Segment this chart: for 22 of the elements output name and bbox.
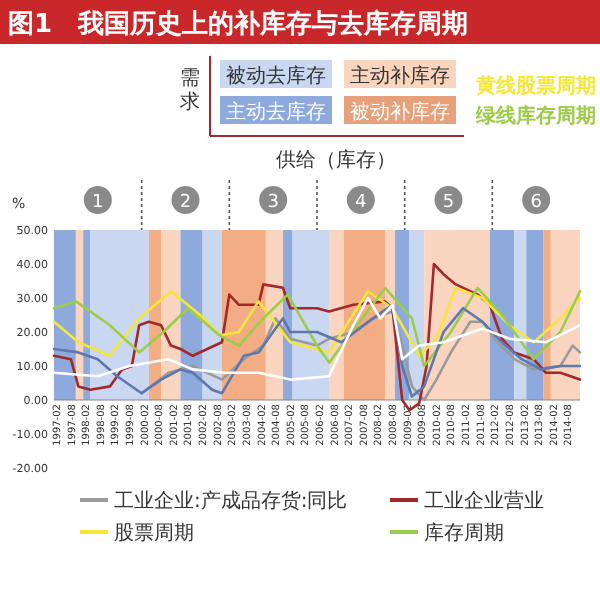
text: 需求 — [180, 68, 200, 114]
legend-label: 库存周期 — [424, 521, 504, 545]
legend-label: 股票周期 — [114, 521, 194, 545]
text: 3 — [267, 193, 279, 213]
text: 绿线库存周期 — [474, 104, 596, 128]
text: 被动补库存 — [350, 100, 450, 124]
text: 主动补库存 — [350, 64, 450, 88]
line-series — [52, 296, 582, 381]
line-series — [140, 310, 582, 402]
legend-label: 工业企业营业 — [424, 489, 544, 513]
text: 被动去库存 — [226, 64, 326, 88]
text: 2 — [179, 193, 192, 213]
line-series — [52, 303, 582, 398]
chart-title: 图1 我国历史上的补库存与去库存周期 — [8, 8, 469, 40]
text: 5 — [442, 193, 455, 213]
text: 1 — [92, 193, 104, 213]
text: 6 — [530, 193, 543, 213]
text: 供给（库存） — [276, 148, 396, 172]
legend-label: 工业企业:产成品存货:同比 — [114, 489, 348, 513]
text: 主动去库存 — [226, 100, 326, 124]
text: 4 — [355, 193, 368, 213]
text: 黄线股票周期 — [474, 74, 596, 98]
